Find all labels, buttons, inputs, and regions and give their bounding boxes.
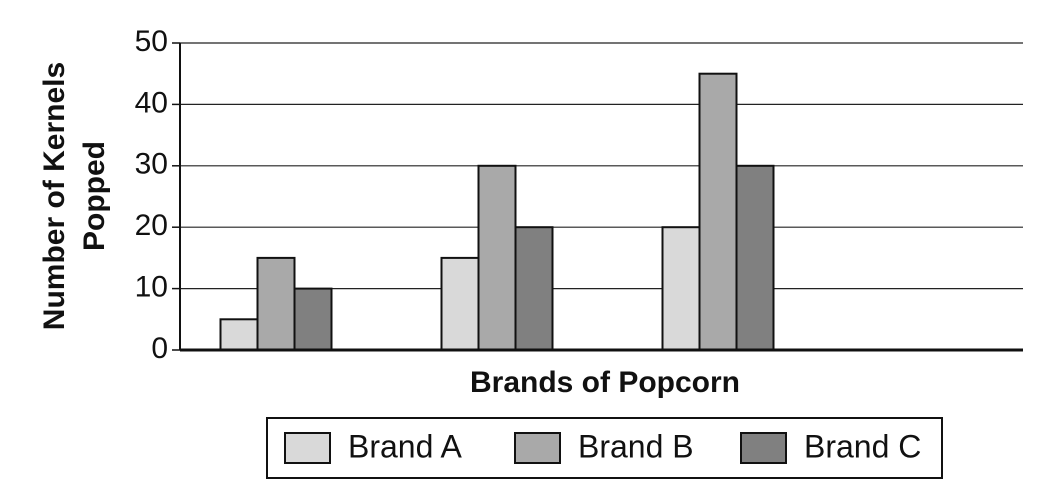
bar: [514, 226, 554, 351]
legend-swatch: [514, 432, 561, 464]
y-tick-label: 40: [135, 86, 168, 119]
bar: [440, 256, 480, 351]
bar: [698, 72, 738, 351]
legend-swatch: [740, 432, 787, 464]
x-axis-title: Brands of Popcorn: [470, 366, 740, 399]
legend-label: Brand C: [804, 428, 921, 464]
legend-label: Brand A: [348, 428, 463, 464]
y-label-line: Popped: [78, 141, 111, 251]
bar: [293, 287, 333, 352]
bar: [661, 226, 701, 351]
y-label-line: Number of Kernels: [38, 62, 71, 330]
bar: [256, 256, 296, 351]
y-tick-label: 20: [135, 209, 168, 242]
y-tick-label: 50: [135, 25, 168, 58]
y-tick-label: 10: [135, 271, 168, 304]
bar: [477, 164, 517, 351]
legend-label: Brand B: [578, 428, 694, 464]
y-tick-label: 30: [135, 148, 168, 181]
y-tick-label: 0: [151, 332, 168, 365]
bar: [219, 318, 259, 351]
legend-box: [266, 417, 943, 479]
legend-swatch: [284, 432, 331, 464]
y-axis-title: Number of Kernels Popped: [38, 62, 111, 330]
bar: [735, 164, 775, 351]
